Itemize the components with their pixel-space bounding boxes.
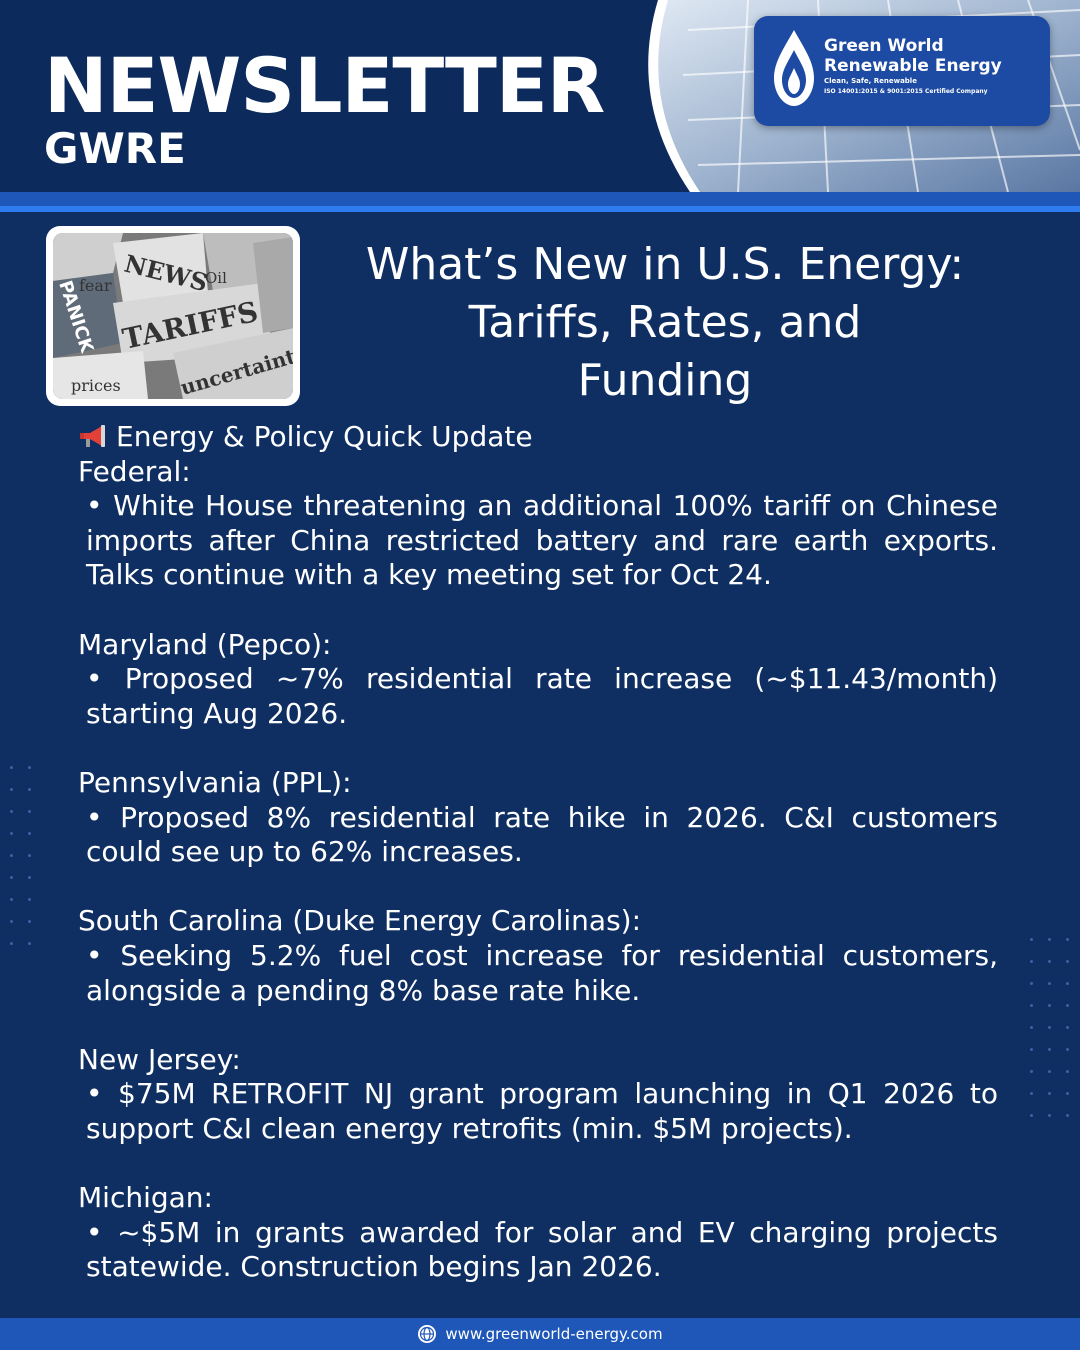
update-text: • Proposed 8% residential rate hike in 2…: [86, 800, 998, 869]
megaphone-icon: [80, 425, 105, 448]
clip-word: prices: [71, 376, 121, 395]
update-pennsylvania: Pennsylvania (PPL): • Proposed 8% reside…: [78, 766, 998, 870]
article-headline: What’s New in U.S. Energy: Tariffs, Rate…: [330, 236, 1000, 410]
update-region: Maryland (Pepco):: [78, 627, 332, 661]
logo-certification: ISO 14001:2015 & 9001:2015 Certified Com…: [824, 88, 988, 95]
update-maryland: Maryland (Pepco): • Proposed ~7% residen…: [78, 628, 998, 732]
logo-name-line2: Renewable Energy: [824, 56, 1002, 76]
newsletter-subtitle: GWRE: [44, 124, 186, 173]
update-text: • Proposed ~7% residential rate increase…: [86, 662, 998, 730]
update-new-jersey: New Jersey: • $75M RETROFIT NJ grant pro…: [78, 1043, 998, 1147]
article-body: Energy & Policy Quick Update Federal: • …: [78, 420, 998, 1285]
logo-name-line1: Green World: [824, 36, 944, 56]
update-text: • ~$5M in grants awarded for solar and E…: [86, 1215, 998, 1284]
update-region: Federal:: [78, 454, 191, 488]
headline-line2: Tariffs, Rates, and: [468, 297, 862, 348]
update-region: South Carolina (Duke Energy Carolinas):: [78, 904, 642, 938]
globe-icon: [418, 1325, 437, 1343]
clip-word: fear: [79, 276, 112, 295]
headline-line3: Funding: [577, 355, 753, 406]
header-banner: NEWSLETTER GWRE Green World Renewable En…: [0, 0, 1080, 192]
update-text: • $75M RETROFIT NJ grant program launchi…: [86, 1077, 998, 1145]
update-region: New Jersey:: [78, 1042, 241, 1076]
feature-image-card: NEWS fear Oil TARIFFS PANICK prices unce…: [46, 226, 300, 406]
update-michigan: Michigan: • ~$5M in grants awarded for s…: [78, 1181, 998, 1285]
footer-bar: www.greenworld-energy.com: [0, 1318, 1080, 1350]
update-south-carolina: South Carolina (Duke Energy Carolinas): …: [78, 904, 998, 1008]
dot-pattern-left: [8, 766, 38, 946]
newsletter-title: NEWSLETTER: [44, 41, 605, 130]
logo-tagline: Clean, Safe, Renewable: [824, 77, 917, 85]
newspaper-clippings-image: NEWS fear Oil TARIFFS PANICK prices unce…: [53, 233, 293, 399]
update-federal: Federal: • White House threatening an ad…: [78, 455, 998, 593]
update-region: Pennsylvania (PPL):: [78, 765, 352, 799]
header-divider: [0, 192, 1080, 206]
flame-drop-icon: [774, 30, 814, 106]
newspaper-collage: NEWS fear Oil TARIFFS PANICK prices unce…: [53, 233, 293, 399]
headline-line1: What’s New in U.S. Energy:: [365, 239, 965, 290]
update-region: Michigan:: [78, 1181, 213, 1215]
section-heading: Energy & Policy Quick Update: [78, 420, 998, 455]
clip-word: Oil: [205, 269, 227, 287]
dot-pattern-right: [1028, 938, 1078, 1118]
update-text: • White House threatening an additional …: [86, 489, 998, 592]
update-text: • Seeking 5.2% fuel cost increase for re…: [86, 938, 998, 1007]
website-link[interactable]: www.greenworld-energy.com: [445, 1325, 663, 1343]
company-logo: Green World Renewable Energy Clean, Safe…: [754, 16, 1050, 126]
header-accent-line: [0, 206, 1080, 212]
logo-company-name: Green World Renewable Energy: [824, 36, 1002, 76]
section-title: Energy & Policy Quick Update: [116, 420, 533, 453]
